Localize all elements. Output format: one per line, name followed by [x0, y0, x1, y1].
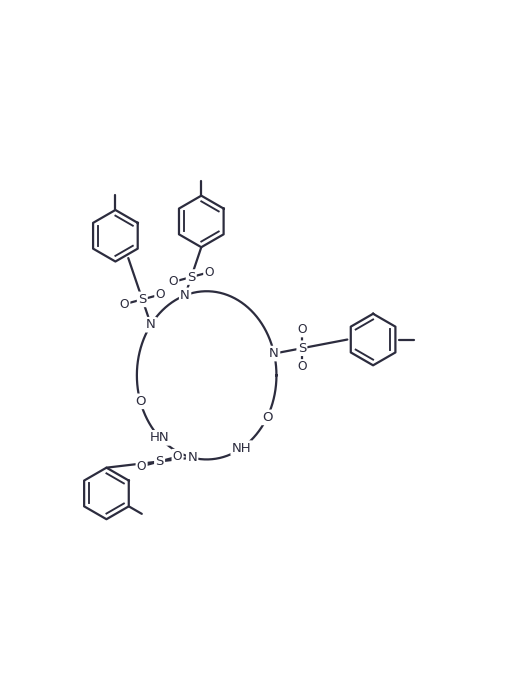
- Text: N: N: [187, 451, 197, 464]
- Text: O: O: [297, 323, 307, 336]
- Text: O: O: [135, 395, 145, 408]
- Text: N: N: [269, 347, 279, 360]
- Text: O: O: [137, 460, 146, 473]
- Text: N: N: [146, 318, 156, 331]
- Text: S: S: [298, 342, 306, 354]
- Text: S: S: [155, 455, 164, 468]
- Text: S: S: [138, 293, 146, 306]
- Text: O: O: [173, 450, 182, 463]
- Text: HN: HN: [150, 432, 170, 445]
- Text: NH: NH: [232, 442, 251, 455]
- Text: O: O: [262, 411, 272, 424]
- Text: O: O: [204, 266, 214, 279]
- Text: O: O: [169, 275, 178, 288]
- Text: O: O: [119, 298, 129, 311]
- Text: O: O: [297, 361, 307, 374]
- Text: N: N: [180, 289, 190, 302]
- Text: S: S: [187, 270, 196, 283]
- Text: O: O: [155, 288, 165, 301]
